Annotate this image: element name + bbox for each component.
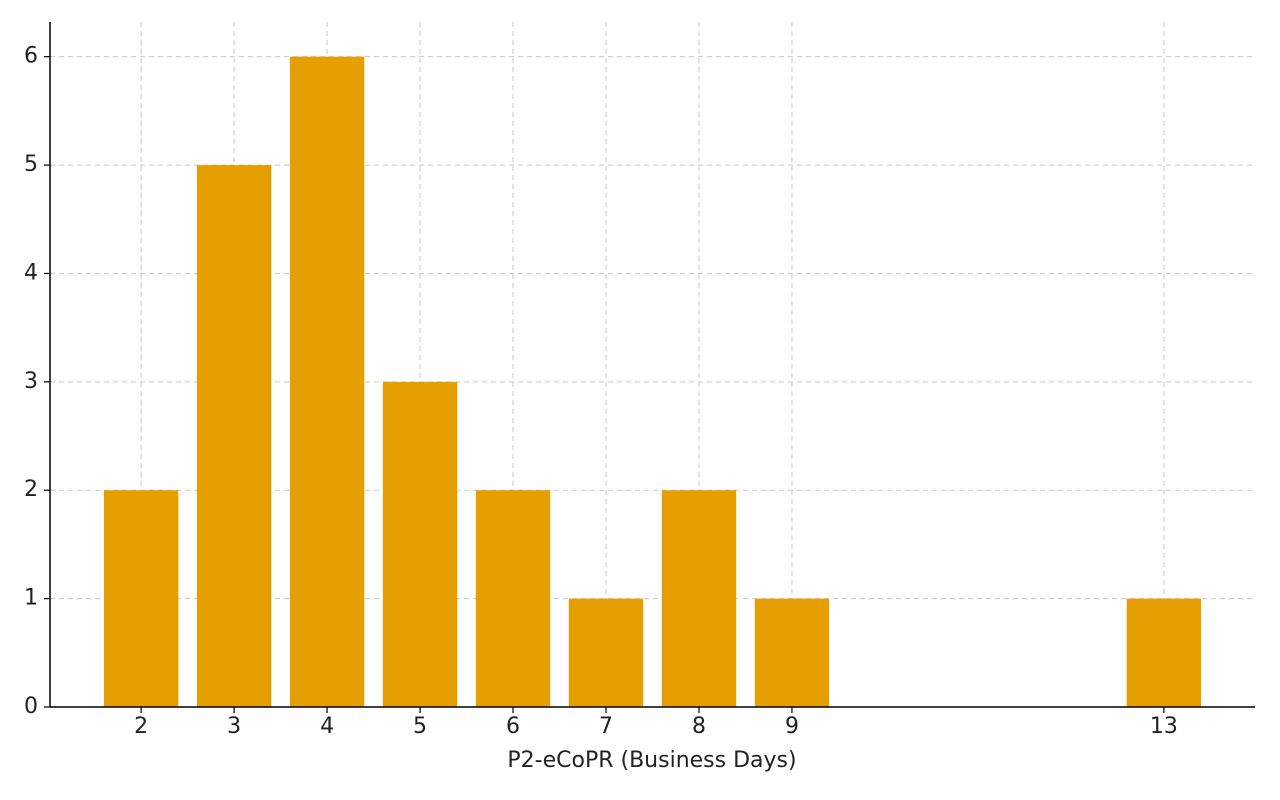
- y-tick-label: 1: [24, 586, 38, 611]
- bar: [1126, 598, 1202, 707]
- y-tick-label: 6: [24, 44, 38, 69]
- y-tick-label: 4: [24, 260, 38, 285]
- bar: [661, 490, 737, 707]
- x-axis-label: P2-eCoPR (Business Days): [507, 748, 796, 773]
- x-tick-label: 5: [413, 714, 427, 739]
- x-tick-label: 8: [692, 714, 706, 739]
- bar: [382, 381, 458, 707]
- x-tick-label: 13: [1150, 714, 1178, 739]
- x-tick-label: 3: [227, 714, 241, 739]
- y-tick-label: 0: [24, 694, 38, 719]
- bar: [289, 56, 365, 708]
- bar: [475, 490, 551, 707]
- x-tick-label: 6: [506, 714, 520, 739]
- y-tick-label: 2: [24, 477, 38, 502]
- y-tick-label: 5: [24, 152, 38, 177]
- bar: [196, 165, 272, 707]
- y-tick-label: 3: [24, 369, 38, 394]
- x-tick-label: 4: [320, 714, 334, 739]
- x-tick-label: 2: [134, 714, 148, 739]
- x-tick-label: 7: [599, 714, 613, 739]
- x-tick-label: 9: [785, 714, 799, 739]
- bar: [568, 598, 644, 707]
- bar: [754, 598, 830, 707]
- bar: [103, 490, 179, 707]
